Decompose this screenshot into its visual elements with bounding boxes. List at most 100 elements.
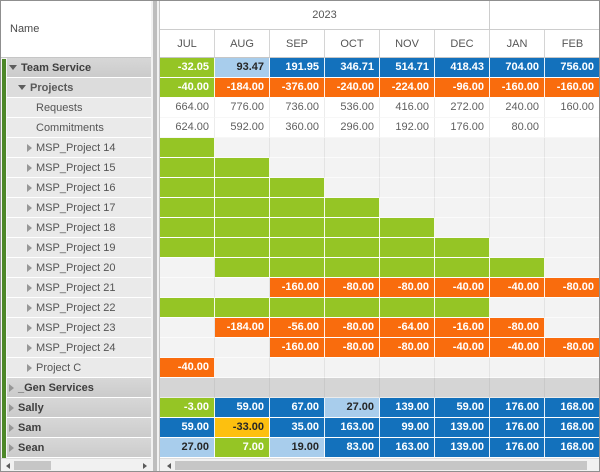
tree-item-sean[interactable]: Sean (7, 438, 151, 458)
grid-cell-msp-project-20-oct[interactable] (325, 258, 380, 278)
grid-cell-sean-sep[interactable]: 19.00 (270, 438, 325, 458)
tree-item-commitments[interactable]: Commitments (7, 118, 151, 138)
collapse-icon[interactable] (18, 85, 26, 90)
grid-cell-msp-project-23-jan[interactable]: -80.00 (490, 318, 545, 338)
grid-cell-msp-project-18-nov[interactable] (380, 218, 435, 238)
grid-cell-msp-project-18-sep[interactable] (270, 218, 325, 238)
tree-item-gen-services[interactable]: _Gen Services (7, 378, 151, 398)
grid-cell-sally-aug[interactable]: 59.00 (215, 398, 270, 418)
grid-cell-msp-project-17-dec[interactable] (435, 198, 490, 218)
expand-icon[interactable] (27, 343, 32, 352)
grid-cell-msp-project-20-dec[interactable] (435, 258, 490, 278)
grid-cell-team-service-nov[interactable]: 514.71 (380, 58, 435, 78)
grid-cell-msp-project-20-nov[interactable] (380, 258, 435, 278)
grid-cell-msp-project-15-nov[interactable] (380, 158, 435, 178)
tree-item-team-service[interactable]: Team Service (7, 58, 151, 78)
grid-cell-msp-project-15-sep[interactable] (270, 158, 325, 178)
grid-cell-commitments-jan[interactable]: 80.00 (490, 118, 545, 138)
grid-cell-msp-project-23-aug[interactable]: -184.00 (215, 318, 270, 338)
tree-item-msp-project-20[interactable]: MSP_Project 20 (7, 258, 151, 278)
grid-cell-sally-jul[interactable]: -3.00 (160, 398, 215, 418)
expand-icon[interactable] (9, 423, 14, 432)
grid-cell-msp-project-17-oct[interactable] (325, 198, 380, 218)
grid-cell-msp-project-24-oct[interactable]: -80.00 (325, 338, 380, 358)
pane-splitter[interactable] (151, 1, 159, 471)
grid-cell-msp-project-15-jul[interactable] (160, 158, 215, 178)
grid-scroll-left-button[interactable] (164, 461, 173, 470)
grid-cell-msp-project-23-jul[interactable] (160, 318, 215, 338)
grid-cell-sam-oct[interactable]: 163.00 (325, 418, 380, 438)
grid-cell-msp-project-18-dec[interactable] (435, 218, 490, 238)
grid-cell-msp-project-16-aug[interactable] (215, 178, 270, 198)
grid-cell-msp-project-22-jan[interactable] (490, 298, 545, 318)
grid-cell-msp-project-21-nov[interactable]: -80.00 (380, 278, 435, 298)
grid-cell-project-c-jul[interactable]: -40.00 (160, 358, 215, 378)
grid-cell-sally-dec[interactable]: 59.00 (435, 398, 490, 418)
tree-item-sally[interactable]: Sally (7, 398, 151, 418)
grid-cell-msp-project-17-jan[interactable] (490, 198, 545, 218)
grid-cell-msp-project-24-feb[interactable]: -80.00 (545, 338, 599, 358)
tree-item-msp-project-14[interactable]: MSP_Project 14 (7, 138, 151, 158)
grid-cell-msp-project-21-jul[interactable] (160, 278, 215, 298)
grid-cell-msp-project-20-aug[interactable] (215, 258, 270, 278)
tree-item-sam[interactable]: Sam (7, 418, 151, 438)
grid-cell-project-c-sep[interactable] (270, 358, 325, 378)
grid-cell-projects-sep[interactable]: -376.00 (270, 78, 325, 98)
grid-cell-commitments-aug[interactable]: 592.00 (215, 118, 270, 138)
grid-cell-msp-project-15-oct[interactable] (325, 158, 380, 178)
grid-cell-commitments-nov[interactable]: 192.00 (380, 118, 435, 138)
grid-cell-project-c-feb[interactable] (545, 358, 599, 378)
grid-cell-sean-feb[interactable]: 168.00 (545, 438, 599, 458)
grid-cell-msp-project-14-jul[interactable] (160, 138, 215, 158)
tree-item-msp-project-16[interactable]: MSP_Project 16 (7, 178, 151, 198)
grid-cell-project-c-dec[interactable] (435, 358, 490, 378)
expand-icon[interactable] (27, 183, 32, 192)
grid-cell-gen-services-sep[interactable] (270, 378, 325, 398)
grid-cell-sam-jul[interactable]: 59.00 (160, 418, 215, 438)
expand-icon[interactable] (9, 403, 14, 412)
grid-cell-sally-feb[interactable]: 168.00 (545, 398, 599, 418)
tree-item-msp-project-23[interactable]: MSP_Project 23 (7, 318, 151, 338)
grid-cell-msp-project-19-aug[interactable] (215, 238, 270, 258)
grid-cell-requests-aug[interactable]: 776.00 (215, 98, 270, 118)
grid-cell-sally-nov[interactable]: 139.00 (380, 398, 435, 418)
grid-cell-project-c-aug[interactable] (215, 358, 270, 378)
grid-cell-gen-services-dec[interactable] (435, 378, 490, 398)
grid-cell-msp-project-24-aug[interactable] (215, 338, 270, 358)
grid-cell-sally-sep[interactable]: 67.00 (270, 398, 325, 418)
grid-cell-msp-project-16-nov[interactable] (380, 178, 435, 198)
grid-cell-msp-project-21-aug[interactable] (215, 278, 270, 298)
grid-cell-msp-project-18-aug[interactable] (215, 218, 270, 238)
grid-cell-msp-project-18-jan[interactable] (490, 218, 545, 238)
grid-cell-msp-project-22-sep[interactable] (270, 298, 325, 318)
grid-cell-projects-jan[interactable]: -160.00 (490, 78, 545, 98)
grid-cell-gen-services-nov[interactable] (380, 378, 435, 398)
grid-cell-commitments-oct[interactable]: 296.00 (325, 118, 380, 138)
grid-cell-msp-project-23-sep[interactable]: -56.00 (270, 318, 325, 338)
tree-hscrollbar[interactable] (1, 458, 151, 471)
grid-cell-msp-project-16-sep[interactable] (270, 178, 325, 198)
grid-cell-msp-project-21-feb[interactable]: -80.00 (545, 278, 599, 298)
grid-cell-team-service-dec[interactable]: 418.43 (435, 58, 490, 78)
grid-cell-sally-jan[interactable]: 176.00 (490, 398, 545, 418)
grid-cell-msp-project-23-feb[interactable] (545, 318, 599, 338)
expand-icon[interactable] (9, 383, 14, 392)
grid-cell-msp-project-21-dec[interactable]: -40.00 (435, 278, 490, 298)
grid-cell-msp-project-15-jan[interactable] (490, 158, 545, 178)
grid-cell-msp-project-19-feb[interactable] (545, 238, 599, 258)
tree-item-msp-project-19[interactable]: MSP_Project 19 (7, 238, 151, 258)
grid-cell-sam-dec[interactable]: 139.00 (435, 418, 490, 438)
grid-cell-gen-services-jul[interactable] (160, 378, 215, 398)
grid-cell-msp-project-14-jan[interactable] (490, 138, 545, 158)
expand-icon[interactable] (27, 363, 32, 372)
tree-scroll-left-button[interactable] (3, 461, 12, 470)
grid-cell-projects-nov[interactable]: -224.00 (380, 78, 435, 98)
grid-cell-projects-dec[interactable]: -96.00 (435, 78, 490, 98)
grid-cell-msp-project-18-feb[interactable] (545, 218, 599, 238)
grid-cell-msp-project-20-jan[interactable] (490, 258, 545, 278)
tree-item-msp-project-21[interactable]: MSP_Project 21 (7, 278, 151, 298)
grid-cell-msp-project-19-dec[interactable] (435, 238, 490, 258)
grid-cell-msp-project-23-dec[interactable]: -16.00 (435, 318, 490, 338)
grid-cell-msp-project-23-oct[interactable]: -80.00 (325, 318, 380, 338)
grid-cell-commitments-jul[interactable]: 624.00 (160, 118, 215, 138)
